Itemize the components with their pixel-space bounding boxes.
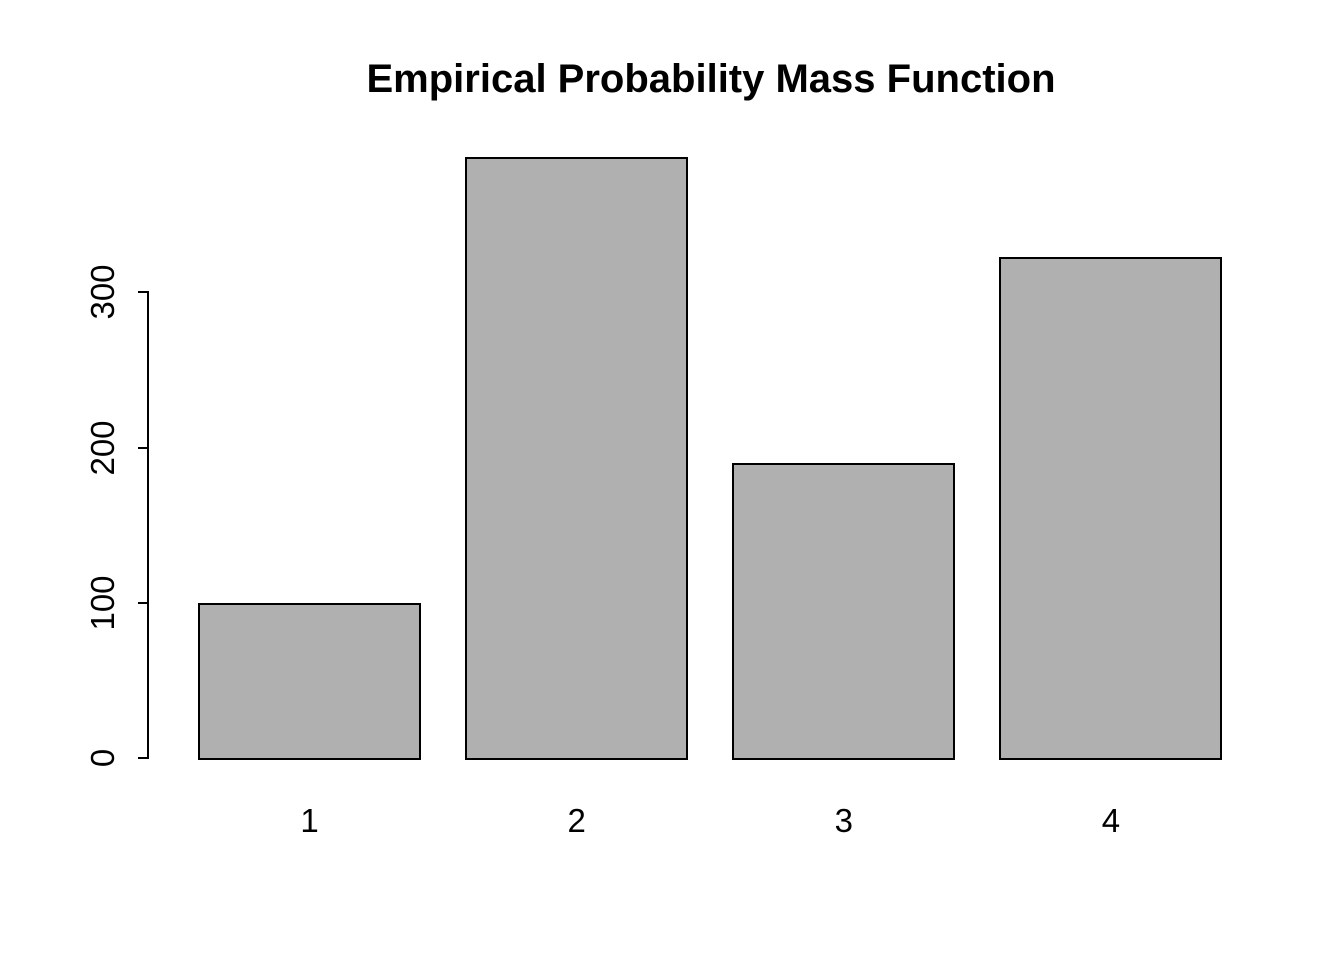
bar-category-1 xyxy=(198,602,421,760)
y-axis-tick xyxy=(138,757,147,759)
chart-title: Empirical Probability Mass Function xyxy=(366,57,1056,101)
y-axis-tick xyxy=(138,601,147,604)
y-axis-tick-label: 100 xyxy=(84,575,121,631)
y-axis-tick-label: 0 xyxy=(84,748,121,768)
x-axis-tick-label: 4 xyxy=(1101,802,1121,839)
y-axis-tick xyxy=(138,446,147,449)
y-axis-tick-label: 200 xyxy=(84,420,121,476)
bar-category-3 xyxy=(732,463,956,760)
bar-category-2 xyxy=(465,157,689,760)
x-axis-tick-label: 3 xyxy=(834,802,853,839)
y-axis-tick-label: 300 xyxy=(84,264,121,320)
y-axis-line xyxy=(147,291,149,759)
bar-category-4 xyxy=(999,256,1223,760)
x-axis-tick-label: 1 xyxy=(300,802,319,839)
y-axis-tick xyxy=(138,291,147,294)
x-axis-tick-label: 2 xyxy=(567,802,586,839)
